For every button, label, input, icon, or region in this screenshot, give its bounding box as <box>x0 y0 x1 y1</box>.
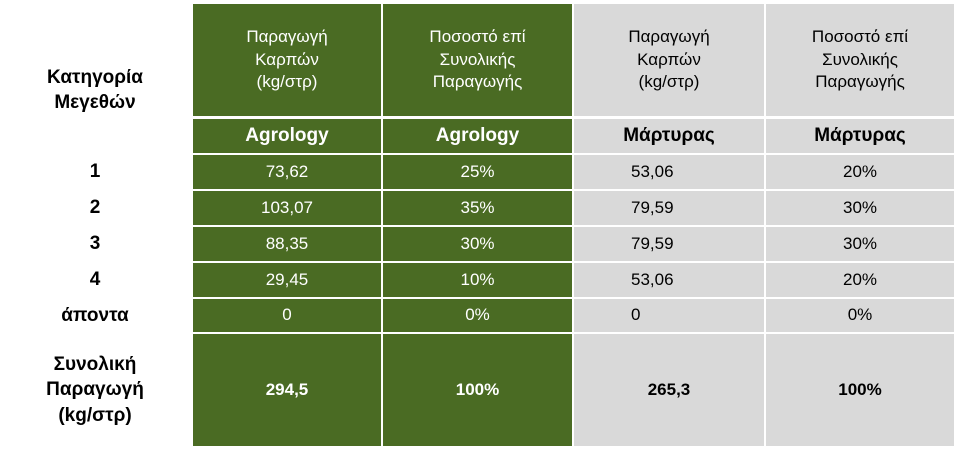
row-label: 4 <box>89 269 101 291</box>
table-cell: 79,59 <box>574 227 764 261</box>
table-cell: 0 <box>193 299 381 332</box>
table-cell: 29,45 <box>193 263 381 297</box>
total-percentage-agrology: 100% <box>383 334 572 446</box>
table-cell: 0% <box>766 299 954 332</box>
table-cell: 0 <box>574 299 764 332</box>
table-cell: 35% <box>383 191 572 225</box>
subheader-control: Μάρτυρας <box>766 119 954 153</box>
category-header: Κατηγορία Μεγεθών <box>47 66 143 113</box>
subheader-control: Μάρτυρας <box>574 119 764 153</box>
header-production-control: Παραγωγή Καρπών (kg/στρ) <box>574 4 764 116</box>
table-cell: 0% <box>383 299 572 332</box>
total-percentage-control: 100% <box>766 334 954 446</box>
subheader-agrology: Agrology <box>383 119 572 153</box>
header-percentage-agrology: Ποσοστό επί Συνολικής Παραγωγής <box>383 4 572 116</box>
row-label: 3 <box>89 233 101 255</box>
row-label: 2 <box>89 197 101 219</box>
table-cell: 30% <box>383 227 572 261</box>
row-label: άποντα <box>61 304 129 326</box>
table-cell: 30% <box>766 191 954 225</box>
table-cell: 103,07 <box>193 191 381 225</box>
table-cell: 25% <box>383 155 572 189</box>
table-cell: 73,62 <box>193 155 381 189</box>
header-production-agrology: Παραγωγή Καρπών (kg/στρ) <box>193 4 381 116</box>
table-cell: 88,35 <box>193 227 381 261</box>
table-cell: 53,06 <box>574 155 764 189</box>
table-cell: 10% <box>383 263 572 297</box>
total-label: Συνολική Παραγωγή (kg/στρ) <box>46 354 144 426</box>
total-production-agrology: 294,5 <box>193 334 381 446</box>
header-percentage-control: Ποσοστό επί Συνολικής Παραγωγής <box>766 4 954 116</box>
subheader-agrology: Agrology <box>193 119 381 153</box>
row-label: 1 <box>89 161 101 183</box>
table-cell: 53,06 <box>574 263 764 297</box>
table-cell: 20% <box>766 263 954 297</box>
table-cell: 79,59 <box>574 191 764 225</box>
table-cell: 30% <box>766 227 954 261</box>
table-cell: 20% <box>766 155 954 189</box>
total-production-control: 265,3 <box>574 334 764 446</box>
